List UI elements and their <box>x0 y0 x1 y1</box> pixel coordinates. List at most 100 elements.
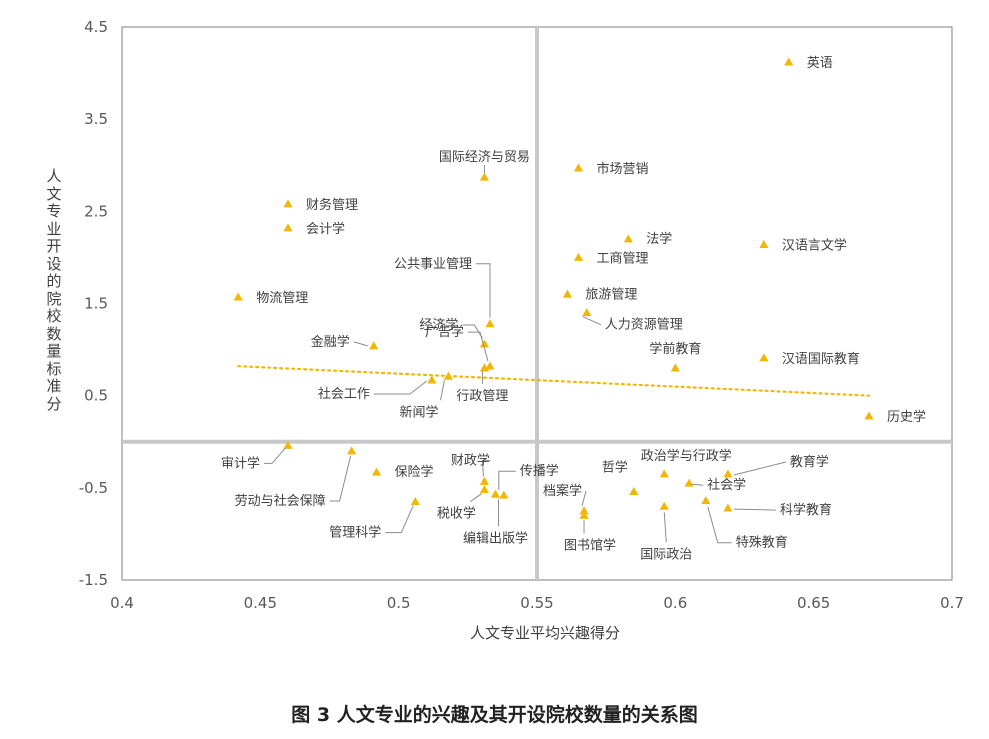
data-point-marker <box>701 496 711 505</box>
y-axis-label-char: 业 <box>46 219 62 238</box>
data-point-label: 国际经济与贸易 <box>439 150 530 165</box>
data-point-marker <box>283 223 293 232</box>
data-point-marker <box>784 57 794 66</box>
data-point-label: 会计学 <box>306 221 345 237</box>
data-point-marker <box>562 289 573 298</box>
leader-line <box>663 512 667 543</box>
data-point-marker <box>283 440 293 449</box>
data-point-label: 旅游管理 <box>585 287 637 302</box>
x-tick-label: 0.4 <box>110 594 134 612</box>
data-point-marker <box>499 490 509 499</box>
leader-line <box>264 448 286 464</box>
figure-caption: 图 3 人文专业的兴趣及其开设院校数量的关系图 <box>291 704 698 726</box>
x-tick-label: 0.65 <box>797 594 830 612</box>
y-tick-label: 4.5 <box>84 18 108 36</box>
y-axis-label-char: 专 <box>46 202 62 220</box>
data-point-label: 审计学 <box>221 455 260 471</box>
data-point-label: 编辑出版学 <box>463 530 528 546</box>
data-point-label: 学前教育 <box>649 341 701 357</box>
y-axis-label-char: 准 <box>46 377 62 395</box>
data-point-marker <box>759 353 769 362</box>
data-point-label: 科学教育 <box>780 502 832 518</box>
data-point-marker <box>479 363 490 372</box>
data-point-marker <box>443 371 454 380</box>
data-point-marker <box>479 485 490 494</box>
leader-line <box>385 505 414 534</box>
data-point-marker <box>582 308 592 317</box>
data-point-label: 金融学 <box>311 334 350 350</box>
y-axis-label-char: 开 <box>46 237 62 255</box>
data-point-label: 财务管理 <box>306 197 358 213</box>
data-point-label: 政治学与行政学 <box>641 448 732 464</box>
data-point-marker <box>479 339 490 348</box>
data-point-label: 汉语言文学 <box>782 238 847 254</box>
y-tick-label: -1.5 <box>79 571 108 589</box>
leader-line <box>439 380 445 401</box>
data-point-marker <box>490 489 501 498</box>
leader-line <box>373 380 428 395</box>
y-tick-label: 1.5 <box>84 295 108 313</box>
data-point-label: 汉语国际教育 <box>782 351 860 367</box>
data-point-marker <box>684 478 694 487</box>
data-point-label: 特殊教育 <box>736 535 788 551</box>
leader-line <box>470 493 482 503</box>
y-axis-label: 人文专业开设的院校数量标准分 <box>44 167 64 413</box>
data-point-marker <box>410 497 420 506</box>
data-point-label: 物流管理 <box>256 291 308 306</box>
data-point-label: 财政学 <box>451 452 490 468</box>
leader-line <box>467 331 489 362</box>
leader-line <box>582 316 602 326</box>
leader-line <box>581 490 587 507</box>
data-point-label: 社会工作 <box>318 386 370 402</box>
data-point-label: 传播学 <box>520 463 559 479</box>
data-point-label: 税收学 <box>437 506 476 522</box>
x-tick-label: 0.5 <box>387 594 411 612</box>
data-point-label: 广告学 <box>425 324 464 340</box>
leader-line <box>462 324 483 339</box>
leader-line <box>692 483 704 486</box>
data-point-marker <box>670 363 680 372</box>
data-point-label: 法学 <box>646 231 672 247</box>
data-point-marker <box>573 163 584 172</box>
data-point-marker <box>479 172 490 181</box>
data-point-label: 保险学 <box>395 464 434 480</box>
y-axis-label-char: 标 <box>46 359 62 378</box>
leader-line <box>329 455 352 502</box>
data-point-marker <box>369 341 379 350</box>
leader-line <box>707 506 732 544</box>
data-point-marker <box>759 239 769 248</box>
y-axis-label-char: 量 <box>46 342 62 360</box>
data-point-label: 哲学 <box>602 460 628 476</box>
data-point-marker <box>427 375 437 384</box>
leader-line <box>733 508 776 511</box>
x-tick-label: 0.7 <box>940 594 964 612</box>
leader-line <box>498 470 516 491</box>
data-point-marker <box>723 469 733 478</box>
x-tick-label: 0.55 <box>520 594 553 612</box>
scatter-chart: 0.4 0.45 0.5 0.55 0.6 0.65 0.7 4.5 3.5 2.5 1.5 0.5 -… <box>79 18 964 612</box>
data-point-label: 新闻学 <box>399 404 438 420</box>
data-point-marker <box>485 361 495 370</box>
leader-line <box>475 263 491 318</box>
data-point-label: 管理科学 <box>329 525 381 541</box>
data-point-label: 人力资源管理 <box>605 318 683 333</box>
y-axis-label-char: 的 <box>46 272 62 290</box>
y-axis-label-char: 文 <box>46 184 62 203</box>
data-point-label: 历史学 <box>887 409 926 425</box>
x-tick-label: 0.45 <box>244 594 277 612</box>
data-point-marker <box>479 476 490 485</box>
data-point-label: 工商管理 <box>597 251 649 266</box>
data-point-marker <box>573 252 584 261</box>
data-point-marker <box>629 486 639 495</box>
y-axis-label-char: 院 <box>46 289 62 308</box>
data-point-label: 英语 <box>807 56 833 71</box>
y-tick-label: 2.5 <box>84 202 108 220</box>
data-point-label: 社会学 <box>707 477 746 493</box>
y-axis-label-char: 设 <box>46 254 62 273</box>
data-point-marker <box>347 446 357 455</box>
data-point-marker <box>233 292 243 301</box>
y-tick-label: 0.5 <box>84 387 108 405</box>
data-point-marker <box>864 411 874 420</box>
data-point-label: 市场营销 <box>597 161 649 177</box>
data-point-marker <box>659 469 669 478</box>
